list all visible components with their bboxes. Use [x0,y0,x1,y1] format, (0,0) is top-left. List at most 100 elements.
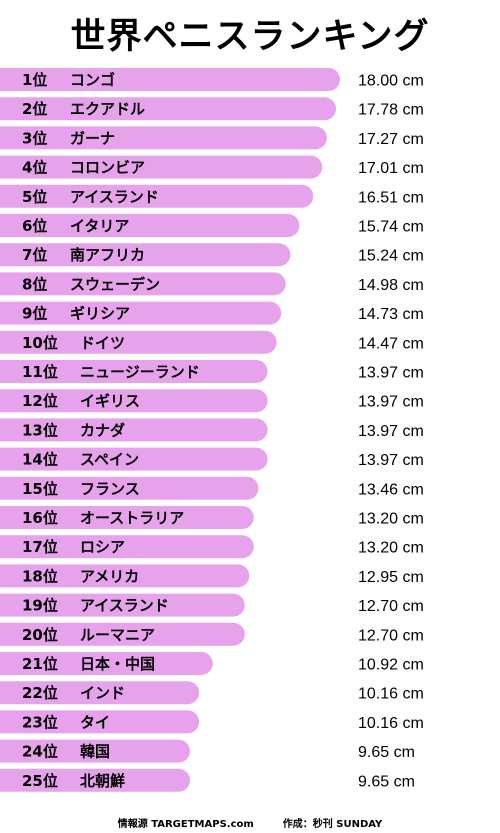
rank-label-5: 5位 [22,188,47,206]
rank-label-9: 9位 [22,305,47,323]
country-label-20: ルーマニア [80,626,155,644]
bar-11 [0,360,268,383]
value-label-20: 12.70 cm [358,627,424,644]
value-label-15: 13.46 cm [358,481,424,498]
country-label-1: コンゴ [70,71,115,89]
bar-9 [0,301,282,325]
country-label-12: イギリス [80,392,140,410]
country-label-21: 日本・中国 [80,655,155,673]
value-label-1: 18.00 cm [358,73,424,90]
rank-label-22: 22位 [22,684,58,702]
rank-label-18: 18位 [22,567,58,585]
country-label-17: ロシア [80,538,125,556]
bar-20 [0,622,245,646]
value-label-4: 17.01 cm [358,160,424,177]
value-label-24: 9.65 cm [358,744,415,761]
value-label-13: 13.97 cm [358,423,424,440]
value-label-10: 14.47 cm [358,335,424,352]
rank-label-6: 6位 [22,217,47,235]
bar-19 [0,593,245,617]
value-label-7: 15.24 cm [358,248,424,265]
value-label-5: 16.51 cm [358,189,424,206]
bar-17 [0,535,254,559]
value-label-25: 9.65 cm [358,773,415,790]
country-label-19: アイスランド [80,597,169,615]
bar-25 [0,768,190,792]
country-label-25: 北朝鮮 [80,772,125,790]
bar-16 [0,506,254,529]
rank-label-13: 13位 [22,421,58,439]
value-label-16: 13.20 cm [358,511,424,528]
rank-label-12: 12位 [22,392,58,410]
value-label-21: 10.92 cm [358,657,424,674]
rank-label-20: 20位 [22,626,58,644]
value-label-18: 12.95 cm [358,569,424,586]
value-label-8: 14.98 cm [358,277,424,294]
country-label-14: スペイン [80,451,139,469]
rank-label-10: 10位 [22,334,58,352]
value-label-14: 13.97 cm [358,452,424,469]
country-label-2: エクアドル [70,100,145,118]
value-label-22: 10.16 cm [358,686,424,703]
value-label-11: 13.97 cm [358,365,424,382]
footer-credits: 情報源 TARGETMAPS.com 作成：秒刊 SUNDAY [0,815,500,830]
value-label-2: 17.78 cm [358,102,424,119]
value-label-6: 15.74 cm [358,219,424,236]
value-label-17: 13.20 cm [358,540,424,557]
rank-label-17: 17位 [22,538,58,556]
rank-label-14: 14位 [22,451,58,469]
country-label-24: 韓国 [80,743,110,761]
country-label-9: ギリシア [70,305,130,323]
country-label-5: アイスランド [70,188,159,206]
country-label-15: フランス [80,480,140,498]
rank-label-11: 11位 [22,363,58,381]
bar-10 [0,330,277,354]
country-label-23: タイ [80,713,110,731]
bar-18 [0,564,250,588]
bar-3 [0,126,327,150]
bar-21 [0,652,213,675]
country-label-10: ドイツ [80,334,125,352]
bar-23 [0,710,200,734]
country-label-13: カナダ [80,421,125,439]
bar-15 [0,476,259,500]
footer-source: 情報源 TARGETMAPS.com [117,819,254,830]
bar-8 [0,272,286,296]
bar-14 [0,447,268,471]
bar-22 [0,681,200,705]
value-label-19: 12.70 cm [358,598,424,615]
rank-label-8: 8位 [22,275,47,293]
country-label-16: オーストラリア [80,509,184,527]
value-label-12: 13.97 cm [358,394,424,411]
value-label-23: 10.16 cm [358,715,424,732]
rank-label-21: 21位 [22,655,58,673]
country-label-6: イタリア [70,217,129,235]
value-label-3: 17.27 cm [358,131,424,148]
rank-label-2: 2位 [22,100,47,118]
rank-label-24: 24位 [22,743,58,761]
country-label-8: スウェーデン [70,275,160,293]
bar-6 [0,214,300,237]
rank-label-19: 19位 [22,597,58,615]
rank-label-3: 3位 [22,129,47,147]
rank-label-16: 16位 [22,509,58,527]
country-label-18: アメリカ [80,567,139,585]
bar-2 [0,97,337,121]
bar-1 [0,68,340,91]
country-label-22: インド [80,684,125,702]
bar-7 [0,243,291,267]
rank-label-1: 1位 [22,71,47,89]
bar-24 [0,739,190,763]
country-label-4: コロンビア [70,159,145,177]
value-label-9: 14.73 cm [358,306,424,323]
bar-12 [0,389,268,413]
rank-label-4: 4位 [22,159,47,177]
country-label-3: ガーナ [70,129,115,147]
rank-label-25: 25位 [22,772,58,790]
country-label-7: 南アフリカ [70,246,145,264]
rank-label-7: 7位 [22,246,47,264]
bar-13 [0,418,268,442]
rank-label-15: 15位 [22,480,58,498]
bar-5 [0,184,314,208]
